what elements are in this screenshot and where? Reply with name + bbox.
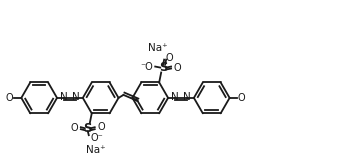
Text: S: S xyxy=(159,61,167,74)
Text: O: O xyxy=(165,53,173,63)
Text: O: O xyxy=(237,93,245,103)
Text: O: O xyxy=(173,62,181,73)
Text: N: N xyxy=(183,92,191,102)
Text: Na⁺: Na⁺ xyxy=(148,43,168,53)
Text: N: N xyxy=(72,92,80,102)
Text: ⁻O: ⁻O xyxy=(140,61,153,72)
Text: O⁻: O⁻ xyxy=(91,133,104,143)
Text: O: O xyxy=(98,122,105,132)
Text: N: N xyxy=(171,92,179,102)
Text: N: N xyxy=(60,92,68,102)
Text: Na⁺: Na⁺ xyxy=(86,145,106,155)
Text: O: O xyxy=(70,123,78,133)
Text: S: S xyxy=(84,122,92,135)
Text: O: O xyxy=(6,93,13,103)
